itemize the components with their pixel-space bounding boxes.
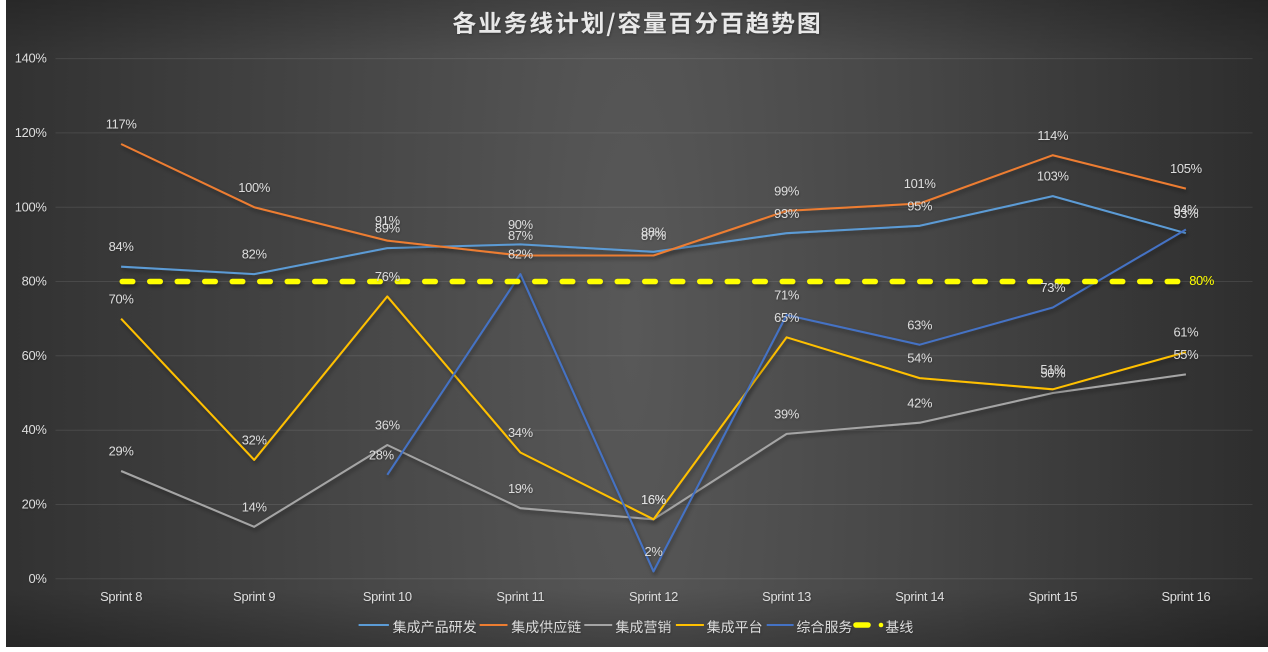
- svg-text:114%: 114%: [1037, 128, 1068, 143]
- svg-text:80%: 80%: [22, 274, 47, 289]
- svg-text:28%: 28%: [369, 447, 394, 462]
- svg-text:60%: 60%: [22, 348, 47, 363]
- svg-text:93%: 93%: [774, 206, 799, 221]
- svg-text:16%: 16%: [641, 492, 666, 507]
- svg-text:36%: 36%: [375, 418, 400, 433]
- svg-text:103%: 103%: [1037, 169, 1069, 184]
- svg-text:0%: 0%: [28, 571, 46, 586]
- svg-text:87%: 87%: [508, 228, 533, 243]
- svg-text:Sprint 9: Sprint 9: [233, 589, 275, 604]
- svg-text:14%: 14%: [242, 499, 267, 514]
- svg-text:61%: 61%: [1173, 325, 1198, 340]
- svg-text:34%: 34%: [508, 425, 533, 440]
- svg-text:29%: 29%: [109, 444, 134, 459]
- svg-text:70%: 70%: [109, 291, 134, 306]
- svg-text:100%: 100%: [238, 180, 270, 195]
- svg-text:90%: 90%: [508, 217, 533, 232]
- svg-text:88%: 88%: [641, 224, 666, 239]
- svg-text:101%: 101%: [904, 176, 936, 191]
- svg-text:99%: 99%: [774, 184, 799, 199]
- svg-text:105%: 105%: [1170, 161, 1202, 176]
- svg-text:32%: 32%: [242, 433, 267, 448]
- svg-text:100%: 100%: [15, 199, 47, 214]
- svg-text:Sprint 14: Sprint 14: [895, 589, 944, 604]
- svg-text:76%: 76%: [375, 269, 400, 284]
- svg-text:140%: 140%: [15, 51, 47, 66]
- svg-text:71%: 71%: [774, 288, 799, 303]
- svg-text:39%: 39%: [774, 407, 799, 422]
- svg-text:94%: 94%: [1173, 202, 1198, 217]
- svg-text:80%: 80%: [1189, 273, 1214, 288]
- svg-text:Sprint 12: Sprint 12: [629, 589, 678, 604]
- svg-text:55%: 55%: [1173, 347, 1198, 362]
- svg-text:51%: 51%: [1040, 362, 1065, 377]
- svg-text:42%: 42%: [907, 395, 932, 410]
- svg-text:50%: 50%: [1040, 366, 1065, 381]
- svg-text:54%: 54%: [907, 351, 932, 366]
- svg-text:20%: 20%: [22, 497, 47, 512]
- svg-text:Sprint 8: Sprint 8: [100, 589, 142, 604]
- svg-text:Sprint 15: Sprint 15: [1028, 589, 1077, 604]
- svg-text:117%: 117%: [106, 117, 137, 132]
- svg-text:84%: 84%: [109, 239, 134, 254]
- svg-text:2%: 2%: [644, 544, 662, 559]
- svg-text:16%: 16%: [641, 492, 666, 507]
- svg-text:Sprint 13: Sprint 13: [762, 589, 811, 604]
- svg-text:40%: 40%: [22, 422, 47, 437]
- svg-text:93%: 93%: [1173, 206, 1198, 221]
- svg-text:95%: 95%: [907, 198, 932, 213]
- svg-text:Sprint 10: Sprint 10: [363, 589, 412, 604]
- svg-text:82%: 82%: [508, 247, 533, 262]
- svg-text:Sprint 16: Sprint 16: [1161, 589, 1210, 604]
- svg-text:Sprint 11: Sprint 11: [496, 589, 544, 604]
- svg-text:120%: 120%: [15, 125, 47, 140]
- svg-text:63%: 63%: [907, 317, 932, 332]
- svg-text:82%: 82%: [242, 247, 267, 262]
- svg-text:87%: 87%: [641, 228, 666, 243]
- svg-text:19%: 19%: [508, 481, 533, 496]
- svg-text:91%: 91%: [375, 213, 400, 228]
- svg-text:65%: 65%: [774, 310, 799, 325]
- svg-text:73%: 73%: [1040, 280, 1065, 295]
- svg-text:89%: 89%: [375, 221, 400, 236]
